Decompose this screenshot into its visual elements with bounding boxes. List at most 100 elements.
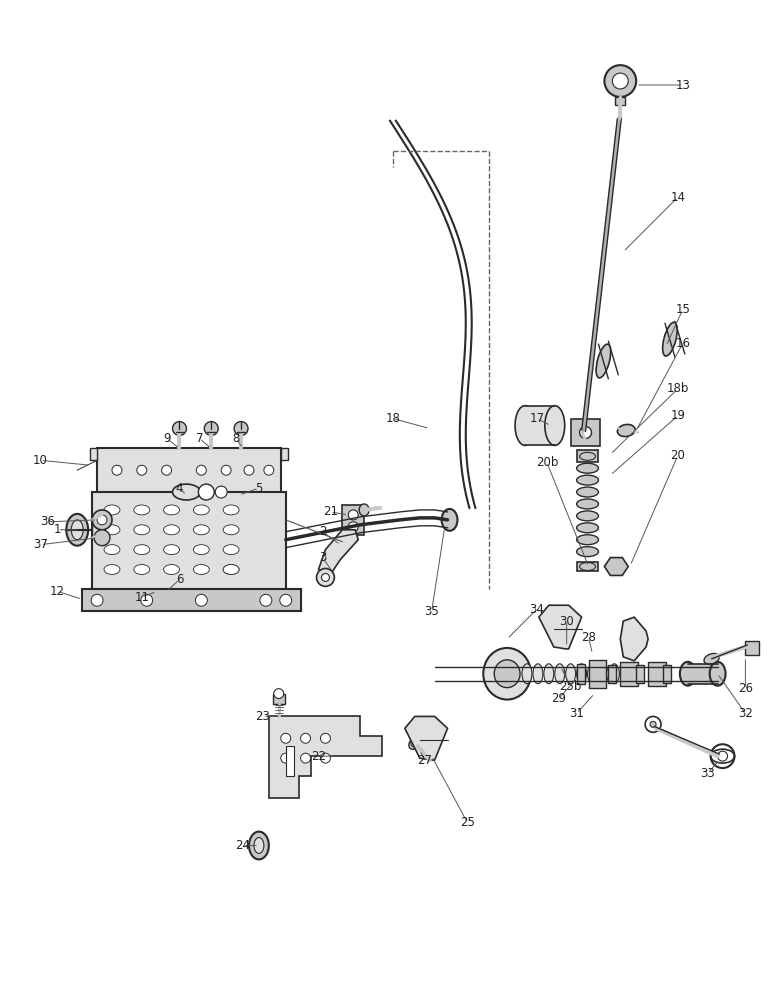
Bar xyxy=(608,665,616,683)
Ellipse shape xyxy=(134,565,150,574)
Ellipse shape xyxy=(104,545,120,555)
Text: 13: 13 xyxy=(676,79,690,92)
Ellipse shape xyxy=(577,499,598,509)
Ellipse shape xyxy=(620,664,630,684)
Circle shape xyxy=(645,716,661,732)
Text: 20: 20 xyxy=(670,449,686,462)
Polygon shape xyxy=(269,716,382,798)
Text: 26: 26 xyxy=(738,682,753,695)
Polygon shape xyxy=(539,605,581,649)
Text: 5: 5 xyxy=(256,482,262,495)
Text: 36: 36 xyxy=(40,515,55,528)
Text: 27: 27 xyxy=(417,754,432,767)
Text: 34: 34 xyxy=(530,603,544,616)
Circle shape xyxy=(580,427,591,438)
Ellipse shape xyxy=(223,565,239,574)
Circle shape xyxy=(348,522,358,532)
Text: 7: 7 xyxy=(195,432,203,445)
Text: 30: 30 xyxy=(560,615,574,628)
Ellipse shape xyxy=(254,838,264,853)
Bar xyxy=(746,641,760,655)
Bar xyxy=(588,660,606,688)
Ellipse shape xyxy=(662,322,677,356)
Ellipse shape xyxy=(249,832,269,859)
Circle shape xyxy=(711,744,734,768)
Circle shape xyxy=(279,594,292,606)
Circle shape xyxy=(348,510,358,520)
Ellipse shape xyxy=(134,505,150,515)
Text: 17: 17 xyxy=(530,412,544,425)
Text: 31: 31 xyxy=(569,707,584,720)
Text: 25b: 25b xyxy=(560,680,582,693)
Circle shape xyxy=(300,733,310,743)
Bar xyxy=(82,589,300,611)
Ellipse shape xyxy=(134,525,150,535)
Text: 25: 25 xyxy=(460,816,475,829)
Ellipse shape xyxy=(223,525,239,535)
Text: 18b: 18b xyxy=(667,382,689,395)
Circle shape xyxy=(198,484,215,500)
Ellipse shape xyxy=(223,565,239,574)
Text: 16: 16 xyxy=(676,337,690,350)
Ellipse shape xyxy=(194,505,209,515)
Bar xyxy=(577,562,598,571)
Polygon shape xyxy=(90,448,97,460)
Text: 24: 24 xyxy=(235,839,251,852)
Ellipse shape xyxy=(555,664,564,684)
Circle shape xyxy=(137,465,147,475)
Polygon shape xyxy=(319,530,358,577)
Text: 32: 32 xyxy=(738,707,753,720)
Circle shape xyxy=(718,751,727,761)
Circle shape xyxy=(321,573,330,581)
Ellipse shape xyxy=(359,504,369,516)
Circle shape xyxy=(320,733,330,743)
Text: 19: 19 xyxy=(670,409,686,422)
Circle shape xyxy=(317,569,334,586)
Ellipse shape xyxy=(164,545,180,555)
Bar xyxy=(577,664,584,684)
Ellipse shape xyxy=(596,344,611,378)
Ellipse shape xyxy=(173,484,201,500)
Bar xyxy=(286,746,293,776)
Ellipse shape xyxy=(577,535,598,545)
Circle shape xyxy=(195,594,208,606)
Bar xyxy=(342,505,364,535)
Polygon shape xyxy=(405,716,448,760)
Circle shape xyxy=(234,422,248,435)
Text: 14: 14 xyxy=(670,191,686,204)
Bar xyxy=(97,448,281,493)
Bar xyxy=(648,662,666,686)
Bar xyxy=(92,492,286,591)
Ellipse shape xyxy=(164,505,180,515)
Text: 8: 8 xyxy=(232,432,240,445)
Ellipse shape xyxy=(409,737,421,749)
Circle shape xyxy=(320,753,330,763)
Ellipse shape xyxy=(709,662,726,686)
Ellipse shape xyxy=(545,406,564,445)
Circle shape xyxy=(94,530,110,546)
Ellipse shape xyxy=(704,653,720,664)
Circle shape xyxy=(222,465,231,475)
Circle shape xyxy=(92,510,112,530)
Ellipse shape xyxy=(104,505,120,515)
Ellipse shape xyxy=(164,525,180,535)
Ellipse shape xyxy=(577,523,598,533)
Text: 15: 15 xyxy=(676,303,690,316)
Circle shape xyxy=(161,465,171,475)
Text: 2: 2 xyxy=(319,525,327,538)
Text: 20b: 20b xyxy=(536,456,558,469)
Ellipse shape xyxy=(577,511,598,521)
Ellipse shape xyxy=(134,545,150,555)
Text: 18: 18 xyxy=(385,412,401,425)
Bar xyxy=(663,665,671,683)
Ellipse shape xyxy=(66,514,88,546)
Ellipse shape xyxy=(609,664,619,684)
Ellipse shape xyxy=(566,664,576,684)
Circle shape xyxy=(264,465,274,475)
Text: 33: 33 xyxy=(700,767,715,780)
Ellipse shape xyxy=(223,505,239,515)
Text: 10: 10 xyxy=(33,454,48,467)
Ellipse shape xyxy=(577,547,598,557)
Circle shape xyxy=(196,465,206,475)
Ellipse shape xyxy=(194,565,209,574)
